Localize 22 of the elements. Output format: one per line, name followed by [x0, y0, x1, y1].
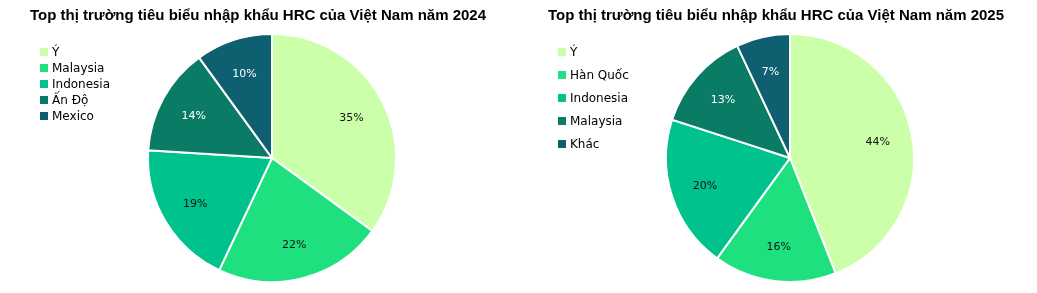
legend-label: Malaysia — [52, 61, 105, 76]
data-label: 14% — [181, 108, 206, 122]
data-label: 10% — [232, 66, 257, 80]
legend-label: Mexico — [52, 109, 94, 124]
data-label: 7% — [761, 64, 780, 78]
legend-label: Ấn Độ — [52, 91, 89, 108]
legend-label: Malaysia — [570, 114, 623, 129]
legend-label: Khác — [570, 137, 600, 152]
data-label: 20% — [692, 179, 718, 193]
legend-label: Indonesia — [52, 77, 111, 92]
data-label: 22% — [281, 238, 307, 252]
data-label: 44% — [865, 135, 890, 149]
data-label: 35% — [339, 111, 364, 125]
legend-label: Ý — [51, 44, 60, 60]
legend-label: Hàn Quốc — [570, 68, 629, 83]
legend-label: Indonesia — [570, 91, 629, 106]
data-label: 16% — [766, 240, 792, 254]
chart-title: Top thị trường tiêu biểu nhập khẩu HRC của Việt Nam năm 2025 — [547, 6, 1005, 23]
legend-label: Ý — [569, 44, 578, 60]
data-label: 19% — [182, 197, 208, 211]
data-label: 13% — [710, 92, 736, 106]
chart-title: Top thị trường tiêu biểu nhập khẩu HRC của Việt Nam năm 2024 — [29, 6, 487, 23]
